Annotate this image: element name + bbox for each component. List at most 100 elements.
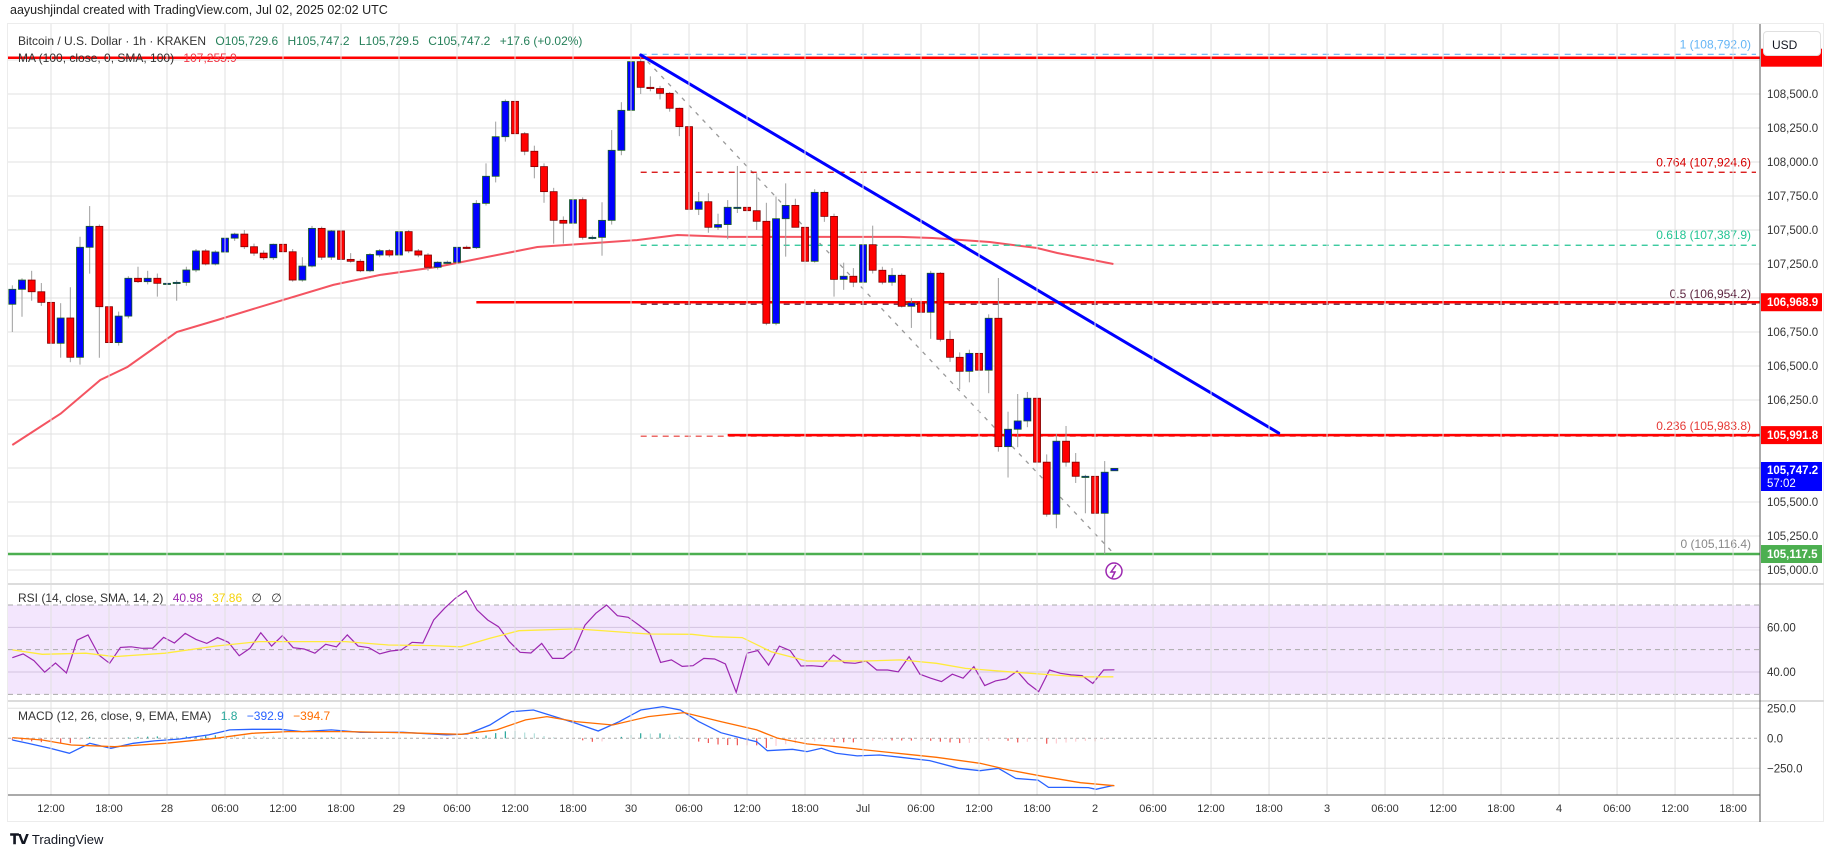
rsi-legend[interactable]: RSI (14, close, SMA, 14, 2) 40.98 37.86 … bbox=[18, 591, 288, 605]
candle-body bbox=[37, 291, 46, 303]
ohlc-change: +17.6 (+0.02%) bbox=[499, 34, 583, 48]
candle-body bbox=[308, 227, 316, 267]
candle bbox=[946, 330, 954, 362]
candle-body bbox=[897, 274, 906, 307]
candle-body bbox=[66, 317, 75, 358]
symbol-title[interactable]: Bitcoin / U.S. Dollar · 1h · KRAKEN bbox=[18, 34, 207, 48]
candle bbox=[665, 91, 674, 112]
candle-body bbox=[375, 250, 384, 256]
candle bbox=[76, 236, 84, 365]
candle-body bbox=[540, 166, 548, 193]
candle bbox=[772, 196, 780, 326]
candle-body bbox=[482, 175, 490, 204]
time-tick-label: 18:00 bbox=[1023, 803, 1051, 815]
time-tick-label: 12:00 bbox=[37, 803, 65, 815]
candle-body bbox=[327, 230, 336, 258]
macd-line bbox=[12, 705, 1114, 790]
candle-body bbox=[298, 265, 307, 281]
candle bbox=[617, 102, 626, 156]
candle-body bbox=[201, 250, 210, 265]
price-tick-label: 108,000.0 bbox=[1767, 157, 1818, 169]
candle bbox=[462, 245, 471, 250]
candle bbox=[143, 270, 152, 285]
candle-body bbox=[230, 233, 239, 239]
currency-button[interactable]: USD bbox=[1763, 31, 1821, 56]
candle-body bbox=[288, 251, 297, 281]
rsi-sma-line bbox=[12, 628, 1114, 678]
lightning-icon bbox=[1105, 562, 1123, 580]
price-tick-label: 107,750.0 bbox=[1767, 191, 1818, 203]
tradingview-logo[interactable]: 𝐓𝗩 TradingView bbox=[10, 831, 103, 848]
candle-body bbox=[153, 277, 162, 284]
candle-body bbox=[346, 258, 355, 262]
candle bbox=[1110, 467, 1119, 472]
ohlc-high: H105,747.2 bbox=[287, 34, 350, 48]
price-tick-label: 105,000.0 bbox=[1767, 565, 1818, 577]
fib-level-label: 0 (105,116.4) bbox=[1681, 537, 1752, 551]
fib-level-label: 0.764 (107,924.6) bbox=[1656, 155, 1751, 169]
macd-legend[interactable]: MACD (12, 26, close, 9, EMA, EMA) 1.8 −3… bbox=[18, 709, 336, 723]
time-tick-label: 06:00 bbox=[211, 803, 239, 815]
candle-body bbox=[617, 109, 626, 151]
price-pane: 1 (108,792.0) 0.764 (107,924.6) 0.618 (107… bbox=[8, 37, 1760, 571]
time-tick-label: 12:00 bbox=[1429, 803, 1457, 815]
price-tick-label: 106,500.0 bbox=[1767, 361, 1818, 373]
symbol-legend: Bitcoin / U.S. Dollar · 1h · KRAKEN O105… bbox=[18, 34, 588, 48]
candle-body bbox=[607, 149, 616, 221]
rsi-tick-label: 60.00 bbox=[1767, 622, 1796, 634]
price-tick-label: 108,500.0 bbox=[1767, 89, 1818, 101]
candle bbox=[559, 216, 568, 244]
candle-body bbox=[1100, 471, 1109, 514]
candle bbox=[288, 249, 297, 282]
candle bbox=[849, 268, 858, 288]
candle-body bbox=[1042, 461, 1051, 515]
time-tick-label: 18:00 bbox=[327, 803, 355, 815]
bar-countdown: 57:02 bbox=[1767, 478, 1796, 490]
candle bbox=[501, 99, 510, 142]
candle-body bbox=[675, 107, 684, 128]
time-tick-label: 18:00 bbox=[559, 803, 587, 815]
candle-body bbox=[443, 261, 452, 264]
candle bbox=[897, 273, 906, 308]
ma-legend[interactable]: MA (100, close, 0, SMA, 100) 107,255.9 bbox=[18, 51, 243, 65]
candle bbox=[520, 132, 529, 156]
candle bbox=[955, 352, 964, 390]
candle bbox=[327, 230, 336, 260]
price-tag bbox=[1761, 426, 1822, 445]
candle bbox=[1081, 474, 1090, 514]
ma-legend-value: 107,255.9 bbox=[183, 51, 237, 65]
rsi-legend-extra1: ∅ bbox=[251, 591, 262, 605]
time-tick-label: Jul bbox=[856, 803, 870, 815]
candle bbox=[298, 257, 307, 282]
macd-legend-signal: −394.7 bbox=[293, 709, 331, 723]
candle bbox=[85, 206, 94, 274]
candle-body bbox=[646, 86, 655, 89]
candle bbox=[530, 145, 539, 179]
ohlc-low: L105,729.5 bbox=[358, 34, 419, 48]
candle bbox=[172, 280, 181, 301]
candle bbox=[443, 260, 452, 264]
candle bbox=[704, 193, 713, 233]
price-tag bbox=[1761, 293, 1822, 312]
tradingview-logo-icon: 𝐓𝗩 bbox=[10, 831, 29, 847]
time-tick-label: 06:00 bbox=[1603, 803, 1631, 815]
candle bbox=[124, 276, 133, 319]
candle bbox=[201, 249, 210, 266]
candle bbox=[762, 202, 771, 326]
candle bbox=[1100, 461, 1109, 555]
macd-legend-hist: 1.8 bbox=[220, 709, 238, 723]
candle-body bbox=[810, 191, 819, 262]
candle-body bbox=[704, 201, 713, 228]
candle-body bbox=[250, 246, 258, 254]
candle bbox=[578, 197, 587, 240]
candle-body bbox=[424, 254, 432, 268]
candle-body bbox=[172, 281, 181, 284]
candle-body bbox=[240, 233, 249, 248]
candle-body bbox=[1110, 467, 1119, 472]
candle-body bbox=[868, 244, 877, 271]
macd-tick-label: −250.0 bbox=[1767, 763, 1803, 775]
rsi-tick-label: 40.00 bbox=[1767, 667, 1796, 679]
candle-body bbox=[95, 225, 104, 308]
time-tick-label: 12:00 bbox=[965, 803, 993, 815]
